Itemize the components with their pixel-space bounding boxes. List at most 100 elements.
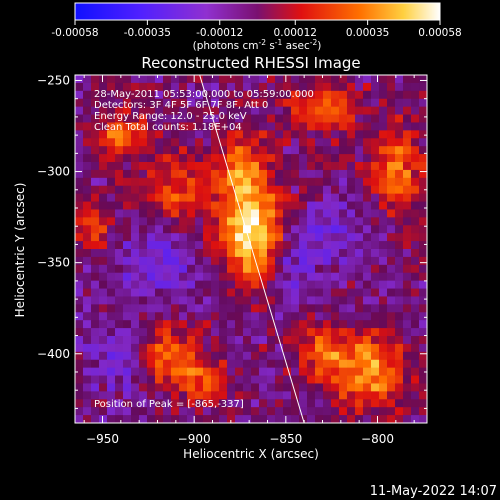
heatmap-cell [323, 82, 332, 92]
heatmap-cell [363, 328, 372, 337]
heatmap-cell [219, 391, 228, 400]
heatmap-cell [283, 312, 292, 321]
heatmap-cell [107, 193, 116, 203]
heatmap-cell [419, 351, 427, 361]
heatmap-cell [91, 296, 100, 305]
heatmap-cell [339, 209, 348, 218]
heatmap-cell [411, 288, 420, 298]
heatmap-cell [259, 209, 268, 218]
heatmap-cell [195, 320, 204, 329]
heatmap-cell [411, 391, 420, 400]
heatmap-cell [243, 249, 252, 258]
heatmap-cell [339, 391, 348, 400]
heatmap-cell [227, 256, 236, 266]
heatmap-cell [107, 375, 116, 385]
heatmap-cell [107, 367, 116, 377]
heatmap-cell [203, 399, 212, 408]
heatmap-cell [99, 98, 108, 108]
heatmap-cell [347, 241, 356, 250]
heatmap-cell [131, 201, 140, 211]
heatmap-cell [419, 225, 427, 234]
heatmap-cell [395, 288, 404, 298]
footer-timestamp: 11-May-2022 14:07 [370, 484, 497, 499]
heatmap-cell [331, 399, 340, 408]
heatmap-cell [123, 391, 132, 400]
heatmap-cell [243, 138, 252, 147]
heatmap-cell [387, 359, 396, 369]
heatmap-cell [243, 320, 252, 329]
heatmap-cell [323, 280, 332, 290]
heatmap-cell [163, 399, 172, 408]
heatmap-cell [283, 106, 292, 116]
heatmap-cell [379, 201, 388, 211]
heatmap-cell [299, 383, 308, 392]
heatmap-cell [411, 201, 420, 211]
heatmap-cell [227, 249, 236, 258]
heatmap-cell [315, 114, 324, 124]
heatmap-cell [115, 193, 124, 203]
heatmap-cell [411, 320, 420, 329]
heatmap-cell [347, 415, 356, 423]
heatmap-cell [219, 343, 228, 353]
heatmap-cell [339, 264, 348, 274]
heatmap-cell [371, 264, 380, 274]
heatmap-cell [395, 154, 404, 163]
heatmap-cell [387, 162, 396, 171]
heatmap-cell [243, 106, 252, 116]
heatmap-cell [355, 367, 364, 377]
heatmap-cell [123, 383, 132, 392]
heatmap-cell [147, 375, 156, 385]
heatmap-cell [235, 185, 244, 195]
heatmap-cell [299, 304, 308, 313]
heatmap-cell [363, 256, 372, 266]
heatmap-cell [115, 217, 124, 226]
heatmap-cell [331, 193, 340, 203]
heatmap-cell [139, 249, 148, 258]
heatmap-cell [363, 162, 372, 171]
heatmap-cell [147, 256, 156, 266]
heatmap-cell [259, 272, 268, 282]
heatmap-cell [147, 241, 156, 250]
heatmap-cell [179, 154, 188, 163]
heatmap-cell [75, 209, 84, 218]
heatmap-cell [139, 75, 148, 84]
heatmap-cell [379, 351, 388, 361]
heatmap-cell [75, 169, 84, 179]
heatmap-cell [267, 177, 276, 187]
heatmap-cell [387, 249, 396, 258]
heatmap-cell [315, 138, 324, 147]
heatmap-cell [355, 82, 364, 92]
x-tick-label: −950 [86, 432, 119, 446]
heatmap-cell [155, 415, 164, 423]
heatmap-cell [83, 106, 92, 116]
heatmap-cell [355, 193, 364, 203]
heatmap-cell [91, 193, 100, 203]
heatmap-cell [115, 375, 124, 385]
heatmap-cell [147, 351, 156, 361]
heatmap-cell [275, 122, 284, 131]
heatmap-cell [259, 304, 268, 313]
heatmap-cell [387, 122, 396, 131]
x-axis-label: Heliocentric X (arcsec) [183, 447, 319, 461]
heatmap-cell [163, 82, 172, 92]
heatmap-cell [267, 288, 276, 298]
heatmap-cell [307, 146, 316, 155]
heatmap-cell [267, 201, 276, 211]
heatmap-cell [315, 98, 324, 108]
heatmap-cell [219, 256, 228, 266]
heatmap-cell [195, 328, 204, 337]
heatmap-cell [227, 351, 236, 361]
heatmap-cell [203, 375, 212, 385]
heatmap-cell [91, 351, 100, 361]
heatmap-cell [395, 359, 404, 369]
heatmap-cell [147, 90, 156, 100]
heatmap-cell [323, 122, 332, 131]
heatmap-cell [123, 312, 132, 321]
heatmap-cell [99, 114, 108, 124]
heatmap-cell [227, 162, 236, 171]
heatmap-cell [251, 122, 260, 131]
heatmap-cell [107, 304, 116, 313]
heatmap-cell [331, 201, 340, 211]
heatmap-cell [187, 399, 196, 408]
heatmap-cell [299, 288, 308, 298]
